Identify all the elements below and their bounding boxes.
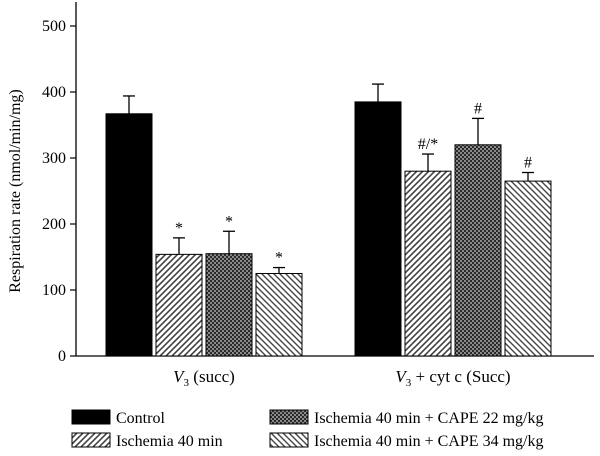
y-axis-title: Respiration rate (nmol/min/mg) (7, 89, 24, 293)
bar (255, 273, 303, 357)
bar (205, 253, 253, 357)
significance-label: # (524, 155, 532, 172)
legend-label: Ischemia 40 min + CAPE 34 mg/kg (314, 433, 543, 450)
y-tick-label: 200 (42, 216, 66, 233)
y-tick-label: 0 (58, 348, 66, 365)
significance-label: * (275, 250, 283, 267)
y-tick-label: 400 (42, 84, 66, 101)
significance-label: * (175, 220, 183, 237)
legend-swatch (269, 432, 309, 448)
bars: * * * #/* # # (105, 83, 552, 357)
group-label: V3 (succ) (173, 367, 235, 389)
legend-swatch (269, 409, 309, 425)
significance-label: #/* (418, 136, 438, 153)
bar (105, 113, 153, 357)
bar (155, 253, 203, 357)
legend-label: Ischemia 40 min + CAPE 22 mg/kg (314, 410, 543, 427)
y-tick-label: 300 (42, 150, 66, 167)
bar (454, 144, 502, 357)
legend-label: Control (116, 410, 165, 427)
legend-swatch (71, 432, 111, 448)
y-tick-label: 100 (42, 282, 66, 299)
bar (354, 101, 402, 357)
bar (404, 170, 452, 357)
legend-label: Ischemia 40 min (116, 433, 223, 450)
group-label: V3 + cyt c (Succ) (395, 367, 510, 389)
axes: 0 100 200 300 400 500 Respiration rate (nmol/m… (7, 2, 594, 389)
significance-label: * (225, 213, 233, 230)
legend-swatch (71, 409, 111, 425)
significance-label: # (474, 100, 482, 117)
bar (504, 180, 552, 357)
legend: Control Ischemia 40 min Ischemia 40 min + … (71, 409, 543, 450)
y-tick-label: 500 (42, 18, 66, 35)
